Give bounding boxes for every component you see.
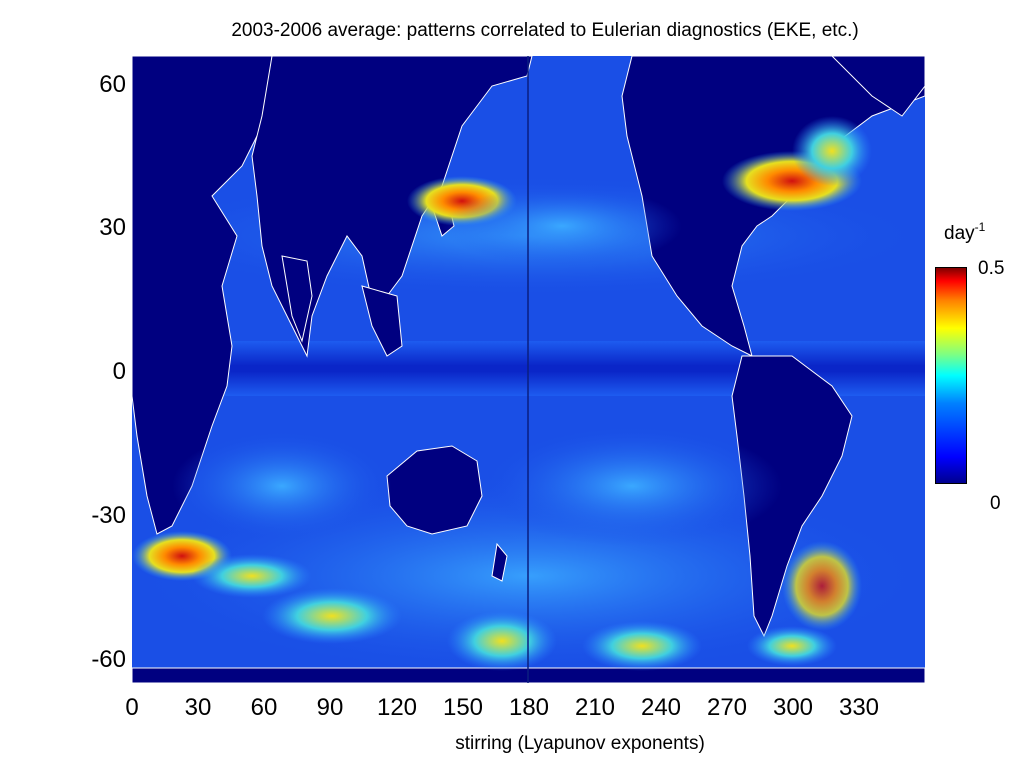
x-tick-30: 30 — [184, 694, 212, 721]
x-tick-240: 240 — [640, 694, 682, 721]
south-pacific-band — [482, 426, 782, 546]
south-indian-band — [172, 431, 392, 541]
x-tick-270: 270 — [706, 694, 748, 721]
colorbar-min-label: 0 — [990, 493, 1001, 514]
stirring-hotspots — [132, 116, 872, 671]
africa-landmass — [132, 56, 273, 535]
lyapunov-map — [132, 56, 925, 683]
x-tick-60: 60 — [250, 694, 278, 721]
y-tick-neg60: -60 — [91, 646, 126, 673]
x-tick-150: 150 — [442, 694, 484, 721]
india-landmass — [281, 255, 313, 343]
y-tick-neg30: -30 — [91, 502, 126, 529]
greenland-landmass — [831, 56, 925, 117]
x-tick-90: 90 — [316, 694, 344, 721]
x-tick-0: 0 — [125, 694, 139, 721]
x-tick-330: 330 — [838, 694, 880, 721]
acc-pacific-hotspot — [582, 621, 702, 671]
y-tick-0: 0 — [112, 358, 126, 385]
colorbar-unit-exponent: -1 — [974, 220, 986, 234]
australia-landmass — [386, 445, 483, 535]
map-title: 2003-2006 average: patterns correlated t… — [231, 20, 859, 41]
drake-passage-hotspot — [747, 626, 837, 666]
new-zealand-landmass — [491, 542, 508, 582]
y-tick-60: 60 — [99, 71, 126, 98]
agulhas-retroflection — [192, 554, 312, 598]
gulf-stream-extension — [792, 116, 872, 186]
colorbar — [935, 267, 967, 484]
x-axis-label: stirring (Lyapunov exponents) — [455, 733, 705, 754]
x-tick-300: 300 — [772, 694, 814, 721]
x-tick-120: 120 — [376, 694, 418, 721]
eurasia-landmass — [251, 56, 533, 358]
acc-indian-hotspot — [262, 588, 402, 644]
indochina-landmass — [361, 285, 403, 357]
brazil-malvinas-hotspot — [782, 541, 862, 631]
x-tick-180: 180 — [508, 694, 550, 721]
north-pacific-band — [442, 186, 682, 266]
x-tick-210: 210 — [574, 694, 616, 721]
colorbar-unit: day-1 — [944, 220, 985, 245]
east-australian-hotspot — [447, 611, 557, 671]
y-tick-30: 30 — [99, 214, 126, 241]
colorbar-max-label: 0.5 — [978, 258, 1005, 279]
colorbar-unit-base: day — [944, 223, 975, 244]
